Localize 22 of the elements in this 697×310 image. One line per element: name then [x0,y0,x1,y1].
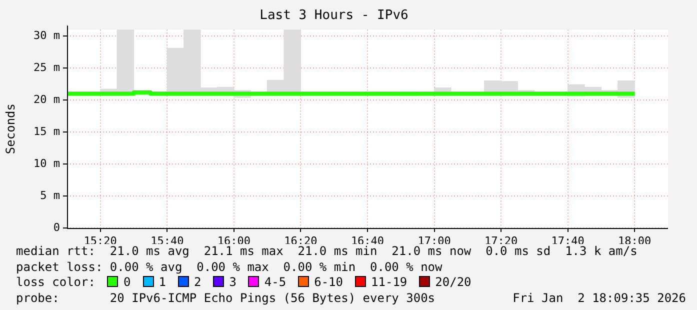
legend-label: 1 [158,275,166,289]
y-tick-label: 5 m [40,188,60,202]
y-tick-label: 20 m [34,92,60,106]
chart-title: Last 3 Hours - IPv6 [260,8,408,24]
y-tick-label: 10 m [34,156,60,170]
legend-label: 20/20 [435,275,472,289]
text: Fri Jan 2 18:09:35 2026 [512,290,686,306]
legend-label: 2 [194,275,202,289]
legend-label: 0 [123,275,131,289]
legend-label: 3 [229,275,236,289]
legend-label: 11-19 [371,275,408,289]
legend-title: loss color: [16,275,96,289]
y-tick-label: 30 m [34,28,60,42]
legend-label: 4-5 [264,275,286,289]
y-axis-title: Seconds [3,104,18,154]
text: median rtt: 21.0 ms avg 21.1 ms max 21.0 ms min 21.0 ms now 0.0 ms sd 1.3 k am/s [16,244,638,260]
y-tick-label: 25 m [34,60,60,74]
text: probe: 20 IPv6-ICMP Echo Pings (56 Bytes) every 300s [16,290,436,304]
text: packet loss: 0.00 % avg 0.00 % max 0.00 % min 0.00 % now [16,260,444,275]
legend-label: 6-10 [314,275,344,289]
y-tick-label: 15 m [34,124,60,138]
y-tick-label: 0 [53,220,60,234]
